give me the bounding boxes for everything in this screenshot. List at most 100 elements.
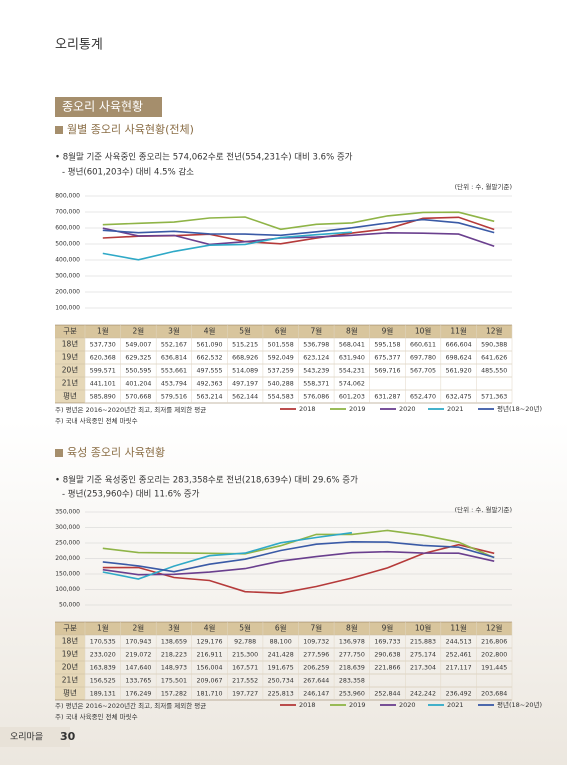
table-cell: 590,388 (481, 342, 507, 349)
table-cell: 636,814 (161, 355, 187, 362)
legend-label: 2019 (349, 701, 366, 709)
table-cell: 666,604 (446, 342, 472, 349)
table-column-header: 8월 (346, 623, 358, 633)
table-cell: 176,249 (125, 691, 151, 698)
table-cell: 485,550 (481, 368, 507, 375)
table-cell: 252,844 (374, 691, 400, 698)
legend-label: 2018 (299, 405, 316, 413)
legend-label: 2021 (447, 405, 464, 413)
footnote: 주) 국내 사육중인 전체 마릿수 (55, 712, 138, 721)
table-cell: 567,705 (410, 368, 436, 375)
heading-square (55, 126, 63, 134)
table-header-row (55, 325, 512, 338)
table-row-label: 20년 (62, 365, 79, 375)
table-column-header: 2월 (133, 326, 145, 336)
table-cell: 88,100 (270, 639, 292, 646)
table-cell: 197,727 (232, 691, 258, 698)
table-column-header: 5월 (239, 623, 251, 633)
table-cell: 631,287 (374, 394, 400, 401)
y-tick-label: 200,000 (55, 289, 80, 296)
table-cell: 497,197 (232, 381, 258, 388)
table-cell: 623,124 (303, 355, 329, 362)
series-line (102, 211, 495, 231)
table-cell: 574,062 (339, 381, 365, 388)
table-cell: 189,131 (90, 691, 116, 698)
table-cell: 202,800 (481, 652, 507, 659)
series-line (102, 550, 495, 576)
table-cell: 561,090 (197, 342, 223, 349)
table-column-header: 10월 (415, 326, 432, 336)
table-cell: 170,535 (90, 639, 116, 646)
bullet-text: • 8월말 기준 사육중인 종오리는 574,062수로 전년(554,231수… (55, 152, 353, 163)
y-tick-label: 150,000 (55, 571, 80, 578)
table-cell: 668,926 (232, 355, 258, 362)
table-cell: 181,710 (197, 691, 223, 698)
table-cell: 277,596 (303, 652, 329, 659)
table-cell: 660,611 (410, 342, 436, 349)
table-cell: 147,640 (125, 665, 151, 672)
table-cell: 698,624 (446, 355, 472, 362)
table-corner: 구분 (63, 624, 77, 633)
table-cell: 250,734 (268, 678, 294, 685)
table-column-header: 1월 (97, 623, 109, 633)
table-cell: 216,911 (197, 652, 223, 659)
table-cell: 652,470 (410, 394, 436, 401)
table-cell: 157,282 (161, 691, 187, 698)
table-label-column (55, 338, 85, 403)
table-cell: 163,839 (90, 665, 116, 672)
table-column-header: 9월 (382, 326, 394, 336)
table-column-header: 9월 (382, 623, 394, 633)
table-cell: 662,532 (197, 355, 223, 362)
table-cell: 217,304 (410, 665, 436, 672)
table-column-header: 1월 (97, 326, 109, 336)
sub-heading: 육성 종오리 사육현황 (67, 446, 165, 459)
table-cell: 576,086 (303, 394, 329, 401)
table-cell: 550,595 (125, 368, 151, 375)
table-column-header: 7월 (310, 326, 322, 336)
table-cell: 492,363 (197, 381, 223, 388)
y-tick-label: 200,000 (55, 555, 80, 562)
legend-label: 2020 (399, 701, 416, 709)
table-cell: 536,798 (303, 342, 329, 349)
table-column-header: 8월 (346, 326, 358, 336)
table-cell: 219,072 (125, 652, 151, 659)
legend-label: 평년(18~20년) (497, 700, 542, 709)
table-cell: 675,377 (374, 355, 400, 362)
legend-label: 2019 (349, 405, 366, 413)
bullet-sub-text: - 평년(601,203수) 대비 4.5% 감소 (62, 167, 194, 178)
table-cell: 241,428 (268, 652, 294, 659)
table-cell: 561,920 (446, 368, 472, 375)
y-tick-label: 300,000 (55, 273, 80, 280)
table-column-header: 3월 (168, 326, 180, 336)
table-cell: 92,788 (234, 639, 256, 646)
y-tick-label: 350,000 (55, 509, 80, 516)
table-cell: 537,730 (90, 342, 116, 349)
footnote: 주) 평년은 2016~2020년간 최고, 최저를 제외한 평균 (55, 405, 206, 414)
table-cell: 497,555 (197, 368, 223, 375)
section-title: 종오리 사육현황 (62, 100, 143, 114)
unit-label: (단위 : 수, 월말기준) (455, 505, 512, 514)
table-row-label: 19년 (62, 352, 79, 362)
table-cell: 554,583 (268, 394, 294, 401)
table-row-label: 20년 (62, 662, 79, 672)
table-column-header: 6월 (275, 326, 287, 336)
table-cell: 558,371 (303, 381, 329, 388)
table-column-header: 2월 (133, 623, 145, 633)
y-tick-label: 100,000 (55, 305, 80, 312)
table-row-label: 평년 (63, 688, 77, 698)
table-label-column (55, 635, 85, 700)
table-cell: 570,668 (125, 394, 151, 401)
table-cell: 543,239 (303, 368, 329, 375)
table-cell: 401,204 (125, 381, 151, 388)
table-column-header: 7월 (310, 623, 322, 633)
table-cell: 169,733 (374, 639, 400, 646)
y-tick-label: 250,000 (55, 540, 80, 547)
table-cell: 221,866 (374, 665, 400, 672)
page-header: 오리통계 (55, 38, 103, 53)
table-cell: 175,501 (161, 678, 187, 685)
legend-label: 2020 (399, 405, 416, 413)
table-cell: 620,368 (90, 355, 116, 362)
table-cell: 136,978 (339, 639, 365, 646)
table-header-row (55, 622, 512, 635)
table-cell: 133,765 (125, 678, 151, 685)
